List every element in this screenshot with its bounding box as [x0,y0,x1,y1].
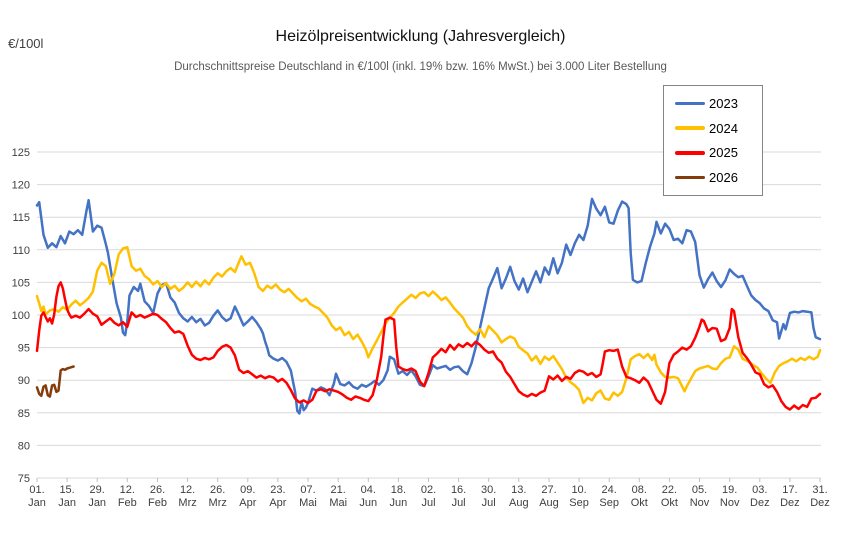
legend-label-2023: 2023 [709,95,738,111]
x-tick-label-month: Mai [299,497,317,509]
x-tick-label-month: Sep [569,497,589,509]
series-line-2026 [35,365,75,398]
legend-swatch-2024 [675,126,705,130]
legend-item-2023: 2023 [675,97,762,110]
legend-swatch-2023 [675,101,705,106]
series-line-2023 [35,197,822,415]
y-tick-label: 120 [12,180,30,192]
legend-swatch-2025 [675,151,705,155]
x-tick-label-month: Jul [452,497,466,509]
chart-title: Heizölpreisentwicklung (Jahresvergleich) [275,28,566,45]
x-tick-label-day: 26. [150,484,165,496]
x-tick-label-month: Dez [780,497,800,509]
y-tick-label: 75 [18,473,30,485]
x-tick-label-day: 01. [29,484,44,496]
x-tick-label-day: 29. [90,484,105,496]
x-tick-label-day: 22. [662,484,677,496]
y-tick-label: 115 [12,212,30,224]
x-tick-label-day: 08. [632,484,647,496]
x-tick-label-month: Jun [390,497,408,509]
x-tick-label-month: Jun [359,497,377,509]
x-tick-label-month: Jan [28,497,46,509]
x-tick-label-day: 13. [511,484,526,496]
y-tick-label: 85 [18,408,30,420]
x-tick-label-day: 10. [571,484,586,496]
x-tick-label-day: 09. [240,484,255,496]
x-tick-label-month: Okt [661,497,678,509]
x-tick-label-month: Jan [58,497,76,509]
x-tick-label-day: 17. [782,484,797,496]
y-tick-label: 105 [12,277,30,289]
x-tick-label-month: Jan [88,497,106,509]
x-tick-label-month: Mai [329,497,347,509]
x-tick-label-day: 19. [722,484,737,496]
x-tick-label-month: Mrz [178,497,196,509]
series-line-2025 [35,281,822,411]
x-tick-label-month: Apr [239,497,256,509]
x-tick-label-month: Feb [118,497,137,509]
x-tick-label-day: 30. [481,484,496,496]
legend-item-2026: 2026 [675,171,762,184]
x-tick-label-month: Sep [599,497,619,509]
x-tick-label-day: 04. [361,484,376,496]
x-tick-label-day: 26. [210,484,225,496]
legend-item-2024: 2024 [675,122,762,135]
x-tick-label-day: 12. [180,484,195,496]
y-tick-label: 125 [12,147,30,159]
x-tick-label-day: 24. [602,484,617,496]
legend-label-2024: 2024 [709,120,738,136]
x-tick-label-month: Dez [810,497,830,509]
x-tick-label-month: Apr [269,497,286,509]
y-tick-label: 100 [12,310,30,322]
y-tick-label: 90 [18,375,30,387]
x-tick-label-day: 18. [391,484,406,496]
x-tick-label-month: Okt [631,497,648,509]
legend-label-2025: 2025 [709,145,738,161]
x-tick-label-month: Jul [482,497,496,509]
x-tick-label-day: 31. [812,484,827,496]
x-tick-label-month: Dez [750,497,770,509]
y-tick-label: 80 [18,440,30,452]
x-tick-label-day: 21. [331,484,346,496]
x-tick-label-day: 23. [270,484,285,496]
x-tick-label-month: Nov [720,497,740,509]
y-axis-unit-label: €/100l [8,36,44,51]
x-tick-label-month: Mrz [209,497,227,509]
x-tick-label-month: Aug [509,497,529,509]
x-tick-label-day: 03. [752,484,767,496]
x-tick-label-day: 02. [421,484,436,496]
x-tick-label-month: Jul [421,497,435,509]
x-tick-label-day: 12. [120,484,135,496]
x-tick-label-day: 16. [451,484,466,496]
x-tick-label-month: Nov [690,497,710,509]
x-tick-label-day: 05. [692,484,707,496]
legend-item-2025: 2025 [675,146,762,159]
legend: 2023 2024 2025 2026 [663,85,763,196]
x-tick-label-day: 27. [541,484,556,496]
x-tick-label-day: 15. [59,484,74,496]
x-tick-label-day: 07. [300,484,315,496]
x-tick-label-month: Feb [148,497,167,509]
chart-subtitle: Durchschnittspreise Deutschland in €/100… [174,61,667,73]
series-line-2024 [35,245,822,405]
y-tick-label: 110 [12,245,30,257]
x-tick-label-month: Aug [539,497,559,509]
legend-label-2026: 2026 [709,170,738,186]
y-tick-label: 95 [18,343,30,355]
legend-swatch-2026 [675,175,705,180]
